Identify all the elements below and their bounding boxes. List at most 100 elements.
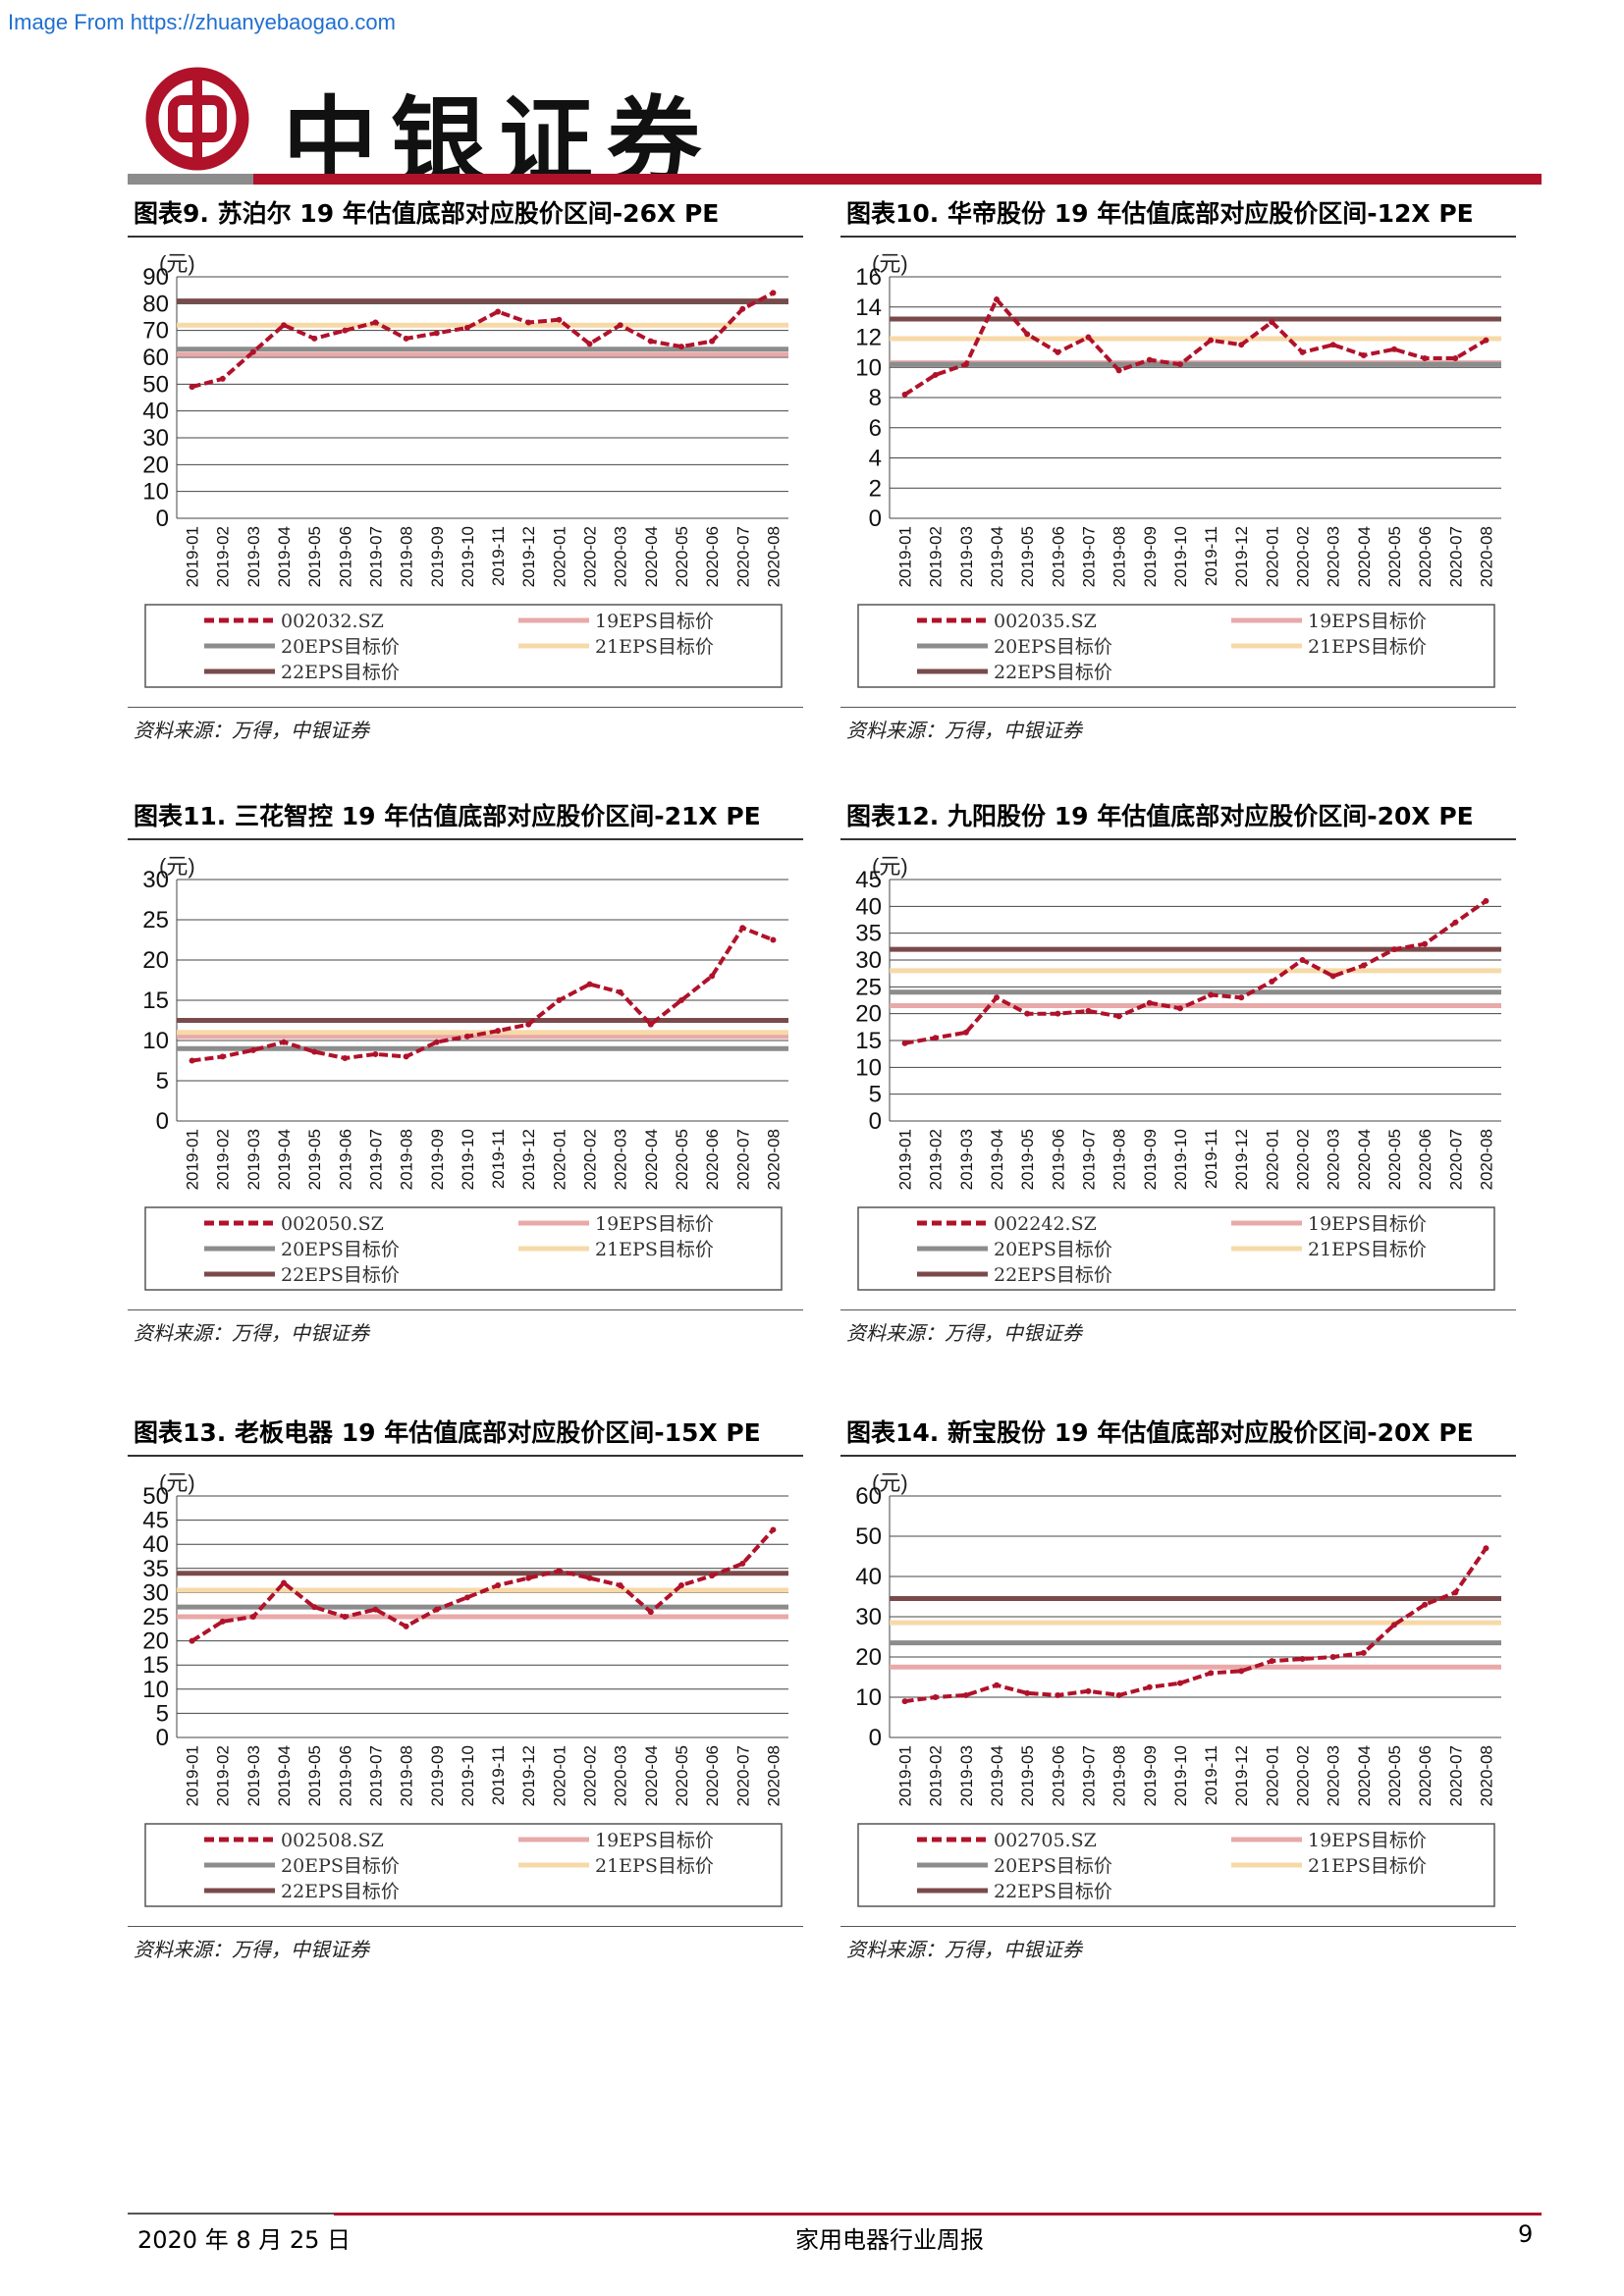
x-tick-label: 2020-07: [1446, 1745, 1465, 1806]
y-tick-label: 20: [855, 1001, 882, 1028]
x-tick-label: 2019-06: [1049, 1745, 1067, 1806]
x-tick-label: 2019-11: [489, 1129, 508, 1189]
x-tick-label: 2019-01: [896, 1129, 915, 1190]
price-point: [463, 324, 470, 331]
price-point: [994, 1682, 1001, 1688]
price-point: [1422, 355, 1429, 362]
y-tick-label: 20: [142, 947, 169, 974]
bottom-rule: [840, 1309, 1516, 1310]
y-tick-label: 20: [855, 1644, 882, 1671]
bottom-rule: [840, 707, 1516, 708]
y-tick-label: 25: [142, 907, 169, 934]
legend-label: 22EPS目标价: [281, 1264, 400, 1286]
price-point: [1055, 1010, 1061, 1017]
price-series-line: [191, 291, 775, 390]
x-tick-label: 2019-04: [275, 526, 294, 587]
price-point: [647, 1609, 654, 1616]
watermark-text: Image From https://zhuanyebaogao.com: [8, 10, 396, 34]
y-tick-label: 50: [855, 1523, 882, 1550]
title-rule: [840, 1455, 1516, 1457]
title-rule: [128, 838, 803, 840]
x-tick-label: 2020-04: [642, 1745, 661, 1806]
price-point: [342, 1055, 349, 1062]
y-tick-label: 0: [869, 1725, 882, 1751]
price-point: [962, 1691, 969, 1698]
legend-label: 002032.SZ: [281, 611, 384, 632]
legend-label: 002242.SZ: [994, 1213, 1097, 1235]
chart-svg: (元) 0 10 20 30 40 50 60 2019-01 2019-02 2019-03 201…: [855, 1470, 1501, 1907]
x-tick-label: 2020-01: [550, 1745, 568, 1806]
y-tick-label: 20: [142, 452, 169, 478]
x-tick-label: 2019-01: [184, 526, 202, 587]
price-point: [433, 330, 440, 337]
x-tick-label: 2020-06: [703, 1129, 722, 1190]
price-point: [770, 936, 777, 943]
x-tick-label: 2019-04: [275, 1129, 294, 1190]
x-tick-label: 2019-01: [896, 1745, 915, 1806]
x-tick-label: 2019-08: [1110, 1129, 1129, 1190]
price-point: [1115, 367, 1122, 374]
x-tick-label: 2019-12: [519, 526, 538, 587]
y-tick-label: 20: [142, 1629, 169, 1655]
price-point: [1452, 1589, 1459, 1596]
legend-label: 22EPS目标价: [994, 1881, 1112, 1902]
x-tick-label: 2019-02: [927, 1129, 946, 1190]
price-point: [525, 1021, 532, 1028]
x-tick-label: 2019-08: [1110, 1745, 1129, 1806]
x-tick-label: 2019-08: [1110, 526, 1129, 587]
price-point: [1055, 348, 1061, 355]
y-tick-label: 10: [855, 1684, 882, 1711]
x-tick-label: 2020-03: [1325, 1129, 1343, 1190]
x-tick-label: 2020-06: [703, 526, 722, 587]
price-point: [1024, 331, 1031, 338]
y-tick-label: 5: [156, 1068, 169, 1095]
x-tick-label: 2019-06: [336, 526, 354, 587]
price-point: [189, 1637, 195, 1644]
price-point: [1483, 897, 1489, 904]
price-point: [1329, 973, 1336, 980]
price-point: [281, 322, 288, 329]
x-tick-label: 2020-01: [1263, 526, 1281, 587]
y-tick-label: 4: [869, 446, 882, 472]
header-bar: [128, 174, 1542, 185]
x-tick-label: 2020-03: [612, 1745, 630, 1806]
y-tick-label: 10: [142, 479, 169, 506]
legend-label: 002705.SZ: [994, 1830, 1097, 1851]
y-tick-label: 45: [855, 867, 882, 893]
x-tick-label: 2019-05: [1018, 526, 1037, 587]
x-tick-label: 2020-02: [1294, 1745, 1313, 1806]
y-tick-label: 40: [855, 893, 882, 920]
price-series-line: [904, 1547, 1489, 1704]
price-point: [1422, 940, 1429, 947]
x-tick-label: 2020-06: [1416, 1129, 1435, 1190]
x-tick-label: 2019-04: [988, 1745, 1006, 1806]
price-series-line: [904, 899, 1488, 1045]
x-tick-label: 2019-12: [1232, 1129, 1251, 1190]
y-tick-label: 50: [142, 1483, 169, 1510]
legend-label: 20EPS目标价: [994, 1239, 1112, 1260]
price-point: [1269, 319, 1275, 326]
x-tick-label: 2019-05: [305, 526, 324, 587]
x-tick-label: 2019-06: [1049, 1129, 1067, 1190]
price-point: [962, 1029, 969, 1036]
price-point: [556, 997, 563, 1003]
x-tick-label: 2019-09: [428, 1129, 447, 1190]
bottom-rule: [840, 1926, 1516, 1927]
price-point: [463, 1594, 470, 1601]
price-point: [249, 1614, 256, 1620]
price-point: [739, 925, 746, 932]
x-tick-label: 2019-08: [398, 1745, 416, 1806]
title-rule: [128, 1455, 803, 1457]
bottom-rule: [128, 1309, 803, 1310]
y-tick-label: 40: [855, 1564, 882, 1590]
x-tick-label: 2020-07: [733, 1745, 752, 1806]
price-series-line: [190, 1528, 775, 1643]
y-tick-label: 30: [142, 1579, 169, 1606]
price-point: [1176, 361, 1183, 368]
x-tick-label: 2020-06: [1416, 526, 1435, 587]
x-tick-label: 2019-05: [1018, 1745, 1037, 1806]
price-point: [994, 994, 1001, 1001]
x-tick-label: 2019-10: [459, 1745, 477, 1806]
x-tick-label: 2019-05: [305, 1745, 324, 1806]
